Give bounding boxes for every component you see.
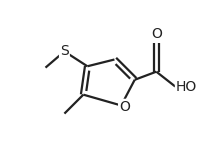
- Text: HO: HO: [176, 79, 197, 94]
- Text: S: S: [60, 44, 69, 58]
- Text: O: O: [151, 27, 162, 41]
- Text: O: O: [119, 100, 130, 114]
